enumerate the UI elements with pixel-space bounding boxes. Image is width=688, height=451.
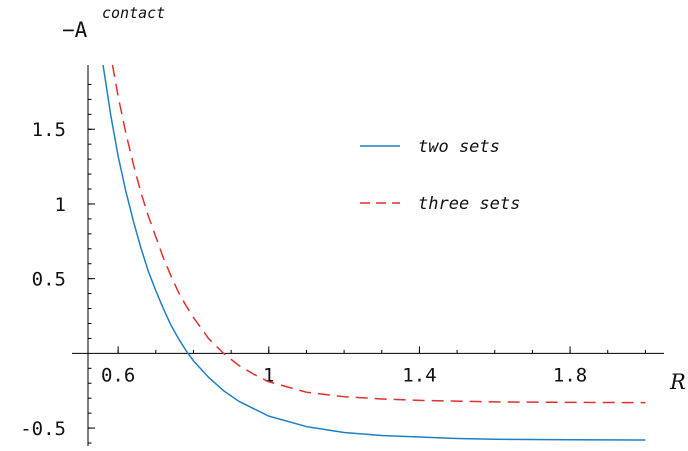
series-line-2 bbox=[112, 65, 645, 403]
x-axis-title: R bbox=[669, 370, 686, 394]
legend-label-1: two sets bbox=[418, 137, 500, 157]
y-tick-label: 1 bbox=[55, 194, 66, 216]
axis-labels: −A contact R bbox=[62, 4, 686, 394]
x-tick-label: 0.6 bbox=[101, 364, 135, 386]
axes: 0.6 1 1.4 1.8-0.50.511.5 bbox=[20, 65, 664, 446]
legend: two sets three sets bbox=[360, 137, 520, 214]
y-tick-label: 1.5 bbox=[32, 119, 66, 141]
y-axis-title: −A bbox=[62, 18, 88, 42]
legend-label-2: three sets bbox=[418, 194, 520, 214]
x-tick-label: 1.8 bbox=[553, 364, 587, 386]
y-tick-label: 0.5 bbox=[32, 269, 66, 291]
x-tick-label: 1.4 bbox=[402, 364, 436, 386]
y-tick-label: -0.5 bbox=[20, 418, 66, 440]
y-axis-title-superscript: contact bbox=[102, 4, 165, 22]
